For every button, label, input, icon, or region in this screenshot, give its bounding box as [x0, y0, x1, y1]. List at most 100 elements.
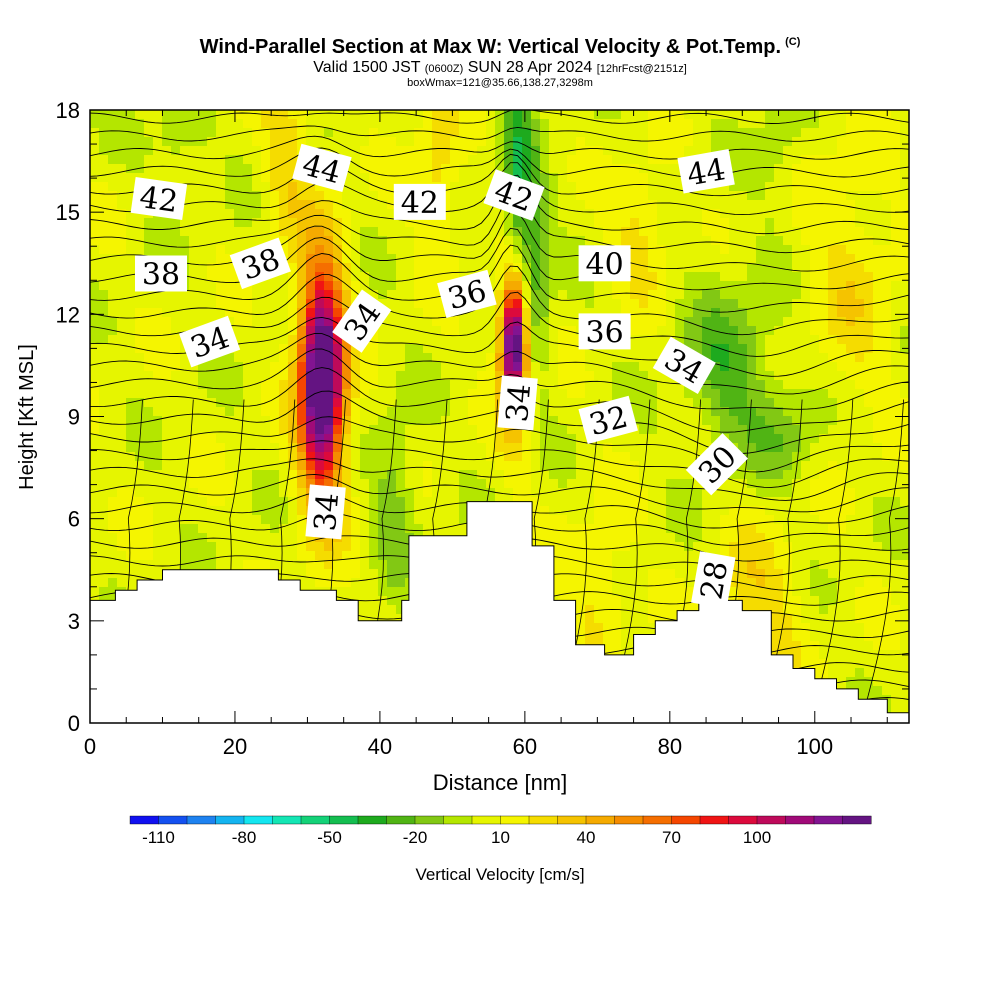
heatmap-cell — [441, 272, 451, 282]
heatmap-cell — [495, 434, 505, 444]
heatmap-cell — [369, 398, 379, 408]
heatmap-cell — [342, 254, 352, 264]
heatmap-cell — [666, 389, 676, 399]
heatmap-cell — [729, 155, 739, 165]
heatmap-cell — [216, 236, 226, 246]
heatmap-cell — [882, 308, 892, 318]
heatmap-cell — [252, 227, 262, 237]
heatmap-cell — [774, 200, 784, 210]
heatmap-cell — [99, 560, 109, 570]
heatmap-cell — [567, 137, 577, 147]
heatmap-cell — [387, 137, 397, 147]
heatmap-cell — [540, 470, 550, 480]
heatmap-cell — [837, 533, 847, 543]
heatmap-cell — [288, 515, 298, 525]
heatmap-cell — [567, 290, 577, 300]
heatmap-cell — [576, 155, 586, 165]
heatmap-cell — [144, 533, 154, 543]
heatmap-cell — [666, 497, 676, 507]
heatmap-cell — [873, 524, 883, 534]
heatmap-cell — [270, 317, 280, 327]
heatmap-cell — [333, 578, 343, 588]
heatmap-cell — [153, 119, 163, 129]
heatmap-cell — [891, 317, 901, 327]
heatmap-cell — [423, 155, 433, 165]
heatmap-cell — [531, 218, 541, 228]
heatmap-cell — [270, 164, 280, 174]
heatmap-cell — [396, 479, 406, 489]
heatmap-cell — [657, 317, 667, 327]
heatmap-cell — [432, 470, 442, 480]
heatmap-cell — [135, 299, 145, 309]
heatmap-cell — [252, 200, 262, 210]
heatmap-cell — [153, 335, 163, 345]
heatmap-cell — [306, 542, 316, 552]
heatmap-cell — [666, 425, 676, 435]
heatmap-cell — [216, 200, 226, 210]
heatmap-cell — [333, 461, 343, 471]
heatmap-cell — [594, 461, 604, 471]
heatmap-cell — [342, 434, 352, 444]
heatmap-cell — [702, 407, 712, 417]
heatmap-cell — [729, 488, 739, 498]
heatmap-cell — [225, 380, 235, 390]
heatmap-cell — [387, 308, 397, 318]
heatmap-cell — [747, 524, 757, 534]
heatmap-cell — [432, 317, 442, 327]
heatmap-cell — [711, 218, 721, 228]
heatmap-cell — [189, 461, 199, 471]
heatmap-cell — [99, 335, 109, 345]
heatmap-cell — [783, 254, 793, 264]
heatmap-cell — [288, 191, 298, 201]
heatmap-cell — [675, 191, 685, 201]
heatmap-cell — [621, 533, 631, 543]
heatmap-cell — [414, 281, 424, 291]
heatmap-cell — [378, 236, 388, 246]
heatmap-cell — [702, 209, 712, 219]
heatmap-cell — [333, 245, 343, 255]
heatmap-cell — [144, 353, 154, 363]
heatmap-cell — [468, 407, 478, 417]
heatmap-cell — [576, 578, 586, 588]
heatmap-cell — [648, 407, 658, 417]
heatmap-cell — [621, 434, 631, 444]
heatmap-cell — [882, 380, 892, 390]
heatmap-cell — [261, 551, 271, 561]
heatmap-cell — [585, 542, 595, 552]
heatmap-cell — [711, 371, 721, 381]
heatmap-cell — [225, 110, 235, 120]
heatmap-cell — [846, 272, 856, 282]
heatmap-cell — [855, 326, 865, 336]
heatmap-cell — [774, 470, 784, 480]
heatmap-cell — [684, 389, 694, 399]
heatmap-cell — [729, 146, 739, 156]
heatmap-cell — [252, 434, 262, 444]
heatmap-cell — [765, 479, 775, 489]
heatmap-cell — [180, 155, 190, 165]
heatmap-cell — [738, 560, 748, 570]
heatmap-cell — [837, 128, 847, 138]
heatmap-cell — [594, 470, 604, 480]
heatmap-cell — [720, 533, 730, 543]
heatmap-cell — [711, 515, 721, 525]
heatmap-cell — [630, 560, 640, 570]
heatmap-cell — [837, 389, 847, 399]
heatmap-cell — [261, 182, 271, 192]
heatmap-cell — [756, 272, 766, 282]
heatmap-cell — [387, 362, 397, 372]
heatmap-cell — [180, 173, 190, 183]
heatmap-cell — [99, 182, 109, 192]
heatmap-cell — [450, 155, 460, 165]
heatmap-cell — [306, 425, 316, 435]
heatmap-cell — [216, 227, 226, 237]
heatmap-cell — [324, 380, 334, 390]
heatmap-cell — [747, 281, 757, 291]
heatmap-cell — [639, 461, 649, 471]
heatmap-cell — [864, 515, 874, 525]
heatmap-cell — [801, 245, 811, 255]
heatmap-cell — [351, 443, 361, 453]
heatmap-cell — [261, 281, 271, 291]
heatmap-cell — [729, 479, 739, 489]
heatmap-cell — [639, 362, 649, 372]
heatmap-cell — [396, 281, 406, 291]
